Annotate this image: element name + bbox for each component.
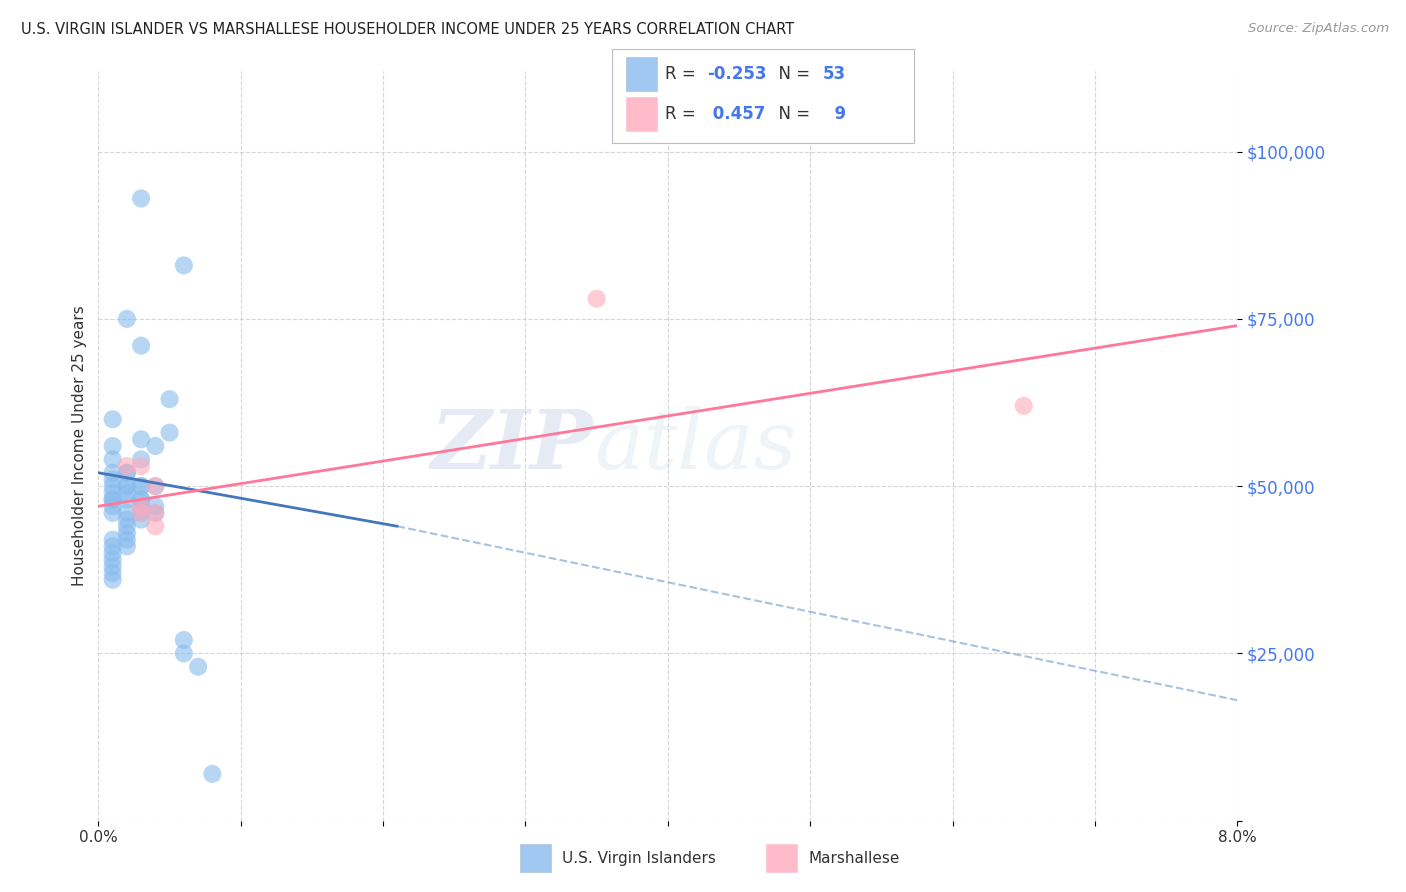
Point bbox=[173, 633, 195, 648]
Point bbox=[115, 519, 138, 533]
Point bbox=[129, 506, 152, 520]
Point bbox=[101, 466, 124, 480]
Point bbox=[101, 552, 124, 567]
Point bbox=[129, 479, 152, 493]
Point bbox=[115, 512, 138, 526]
Point bbox=[115, 533, 138, 547]
Point bbox=[145, 519, 167, 533]
Point bbox=[129, 506, 152, 520]
Point bbox=[585, 292, 607, 306]
Point bbox=[115, 479, 138, 493]
Text: N =: N = bbox=[768, 105, 815, 123]
Point bbox=[101, 479, 124, 493]
Point bbox=[129, 479, 152, 493]
Point bbox=[145, 500, 167, 514]
Point bbox=[145, 479, 167, 493]
Point bbox=[115, 539, 138, 553]
Point bbox=[101, 559, 124, 574]
Point bbox=[173, 258, 195, 272]
Point bbox=[129, 492, 152, 507]
Point bbox=[129, 452, 152, 467]
Text: 53: 53 bbox=[823, 65, 845, 83]
Point bbox=[115, 492, 138, 507]
Point bbox=[101, 566, 124, 581]
Point bbox=[129, 458, 152, 473]
Text: N =: N = bbox=[768, 65, 815, 83]
Point bbox=[129, 492, 152, 507]
Point bbox=[101, 573, 124, 587]
Point bbox=[145, 479, 167, 493]
Text: atlas: atlas bbox=[593, 406, 796, 486]
Point bbox=[159, 425, 181, 440]
Point bbox=[101, 539, 124, 553]
Point bbox=[115, 526, 138, 541]
Point bbox=[115, 458, 138, 473]
Point bbox=[129, 500, 152, 514]
Text: ZIP: ZIP bbox=[432, 406, 593, 486]
Point bbox=[101, 533, 124, 547]
Point bbox=[115, 466, 138, 480]
Point bbox=[101, 500, 124, 514]
Point bbox=[101, 473, 124, 487]
Point bbox=[145, 439, 167, 453]
Text: Marshallese: Marshallese bbox=[808, 851, 900, 865]
Point bbox=[101, 546, 124, 560]
Text: U.S. Virgin Islanders: U.S. Virgin Islanders bbox=[562, 851, 716, 865]
Point bbox=[101, 492, 124, 507]
Point bbox=[145, 506, 167, 520]
Y-axis label: Householder Income Under 25 years: Householder Income Under 25 years bbox=[72, 306, 87, 586]
Point bbox=[129, 433, 152, 447]
Text: 9: 9 bbox=[823, 105, 845, 123]
Point bbox=[101, 452, 124, 467]
Point bbox=[129, 500, 152, 514]
Point bbox=[129, 512, 152, 526]
Point bbox=[101, 506, 124, 520]
Point bbox=[187, 660, 209, 674]
Text: R =: R = bbox=[665, 105, 702, 123]
Point bbox=[173, 646, 195, 660]
Point bbox=[115, 312, 138, 326]
Text: 0.457: 0.457 bbox=[707, 105, 766, 123]
Point bbox=[101, 485, 124, 500]
Point bbox=[115, 466, 138, 480]
Point bbox=[129, 338, 152, 352]
Point bbox=[201, 767, 224, 781]
Point bbox=[101, 492, 124, 507]
Point bbox=[101, 439, 124, 453]
Point bbox=[115, 485, 138, 500]
Point bbox=[129, 191, 152, 205]
Point bbox=[145, 506, 167, 520]
Text: Source: ZipAtlas.com: Source: ZipAtlas.com bbox=[1249, 22, 1389, 36]
Text: R =: R = bbox=[665, 65, 702, 83]
Point bbox=[115, 506, 138, 520]
Text: U.S. VIRGIN ISLANDER VS MARSHALLESE HOUSEHOLDER INCOME UNDER 25 YEARS CORRELATIO: U.S. VIRGIN ISLANDER VS MARSHALLESE HOUS… bbox=[21, 22, 794, 37]
Point bbox=[101, 412, 124, 426]
Point bbox=[115, 479, 138, 493]
Point bbox=[1012, 399, 1035, 413]
Point bbox=[159, 392, 181, 407]
Text: -0.253: -0.253 bbox=[707, 65, 766, 83]
